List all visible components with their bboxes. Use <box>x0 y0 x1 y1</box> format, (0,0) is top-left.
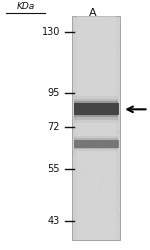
Text: 43: 43 <box>48 216 60 226</box>
Bar <box>74 104 118 115</box>
Text: 95: 95 <box>48 88 60 98</box>
Text: 55: 55 <box>48 164 60 173</box>
Bar <box>74 102 118 117</box>
Bar <box>74 104 118 115</box>
Bar <box>74 99 118 120</box>
Bar <box>76 16 116 240</box>
Bar <box>72 16 120 240</box>
Text: 72: 72 <box>48 122 60 132</box>
Text: A: A <box>89 8 97 18</box>
Bar <box>74 140 118 148</box>
Bar <box>74 96 118 123</box>
Bar <box>74 138 118 149</box>
Text: KDa: KDa <box>16 2 35 11</box>
Text: 130: 130 <box>42 26 60 36</box>
Bar <box>74 136 118 151</box>
